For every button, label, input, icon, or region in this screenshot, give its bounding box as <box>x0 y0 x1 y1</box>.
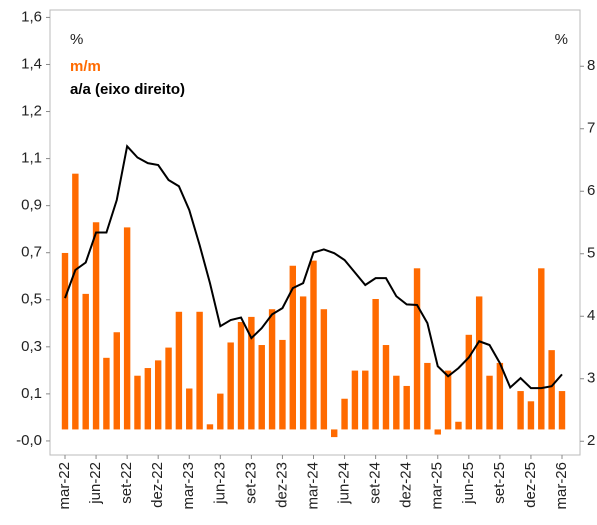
bar <box>103 357 110 430</box>
line <box>64 144 563 390</box>
bar <box>123 227 131 430</box>
bar <box>548 350 555 430</box>
bar <box>465 334 473 430</box>
bar <box>424 362 431 430</box>
x-tick-label: set-22 <box>118 462 135 504</box>
bar <box>92 222 100 430</box>
bar <box>237 322 245 430</box>
y-tick-label: 1,4 <box>21 55 42 72</box>
bar <box>455 421 462 430</box>
bar <box>144 368 152 430</box>
y-tick-label: 1,1 <box>21 150 42 167</box>
y2-tick-label: 7 <box>587 120 595 137</box>
bar <box>227 342 234 430</box>
bar <box>558 391 566 430</box>
bar <box>320 309 328 430</box>
bar <box>517 391 524 430</box>
bar <box>496 362 504 430</box>
x-tick-label: mar-22 <box>56 462 73 510</box>
y2-tick-label: 8 <box>587 57 595 74</box>
bar <box>382 345 390 430</box>
bar <box>310 260 317 430</box>
bar <box>341 398 348 430</box>
x-tick-label: dez-24 <box>398 462 415 508</box>
bar <box>134 375 141 430</box>
bar <box>527 401 535 430</box>
bar <box>82 293 89 430</box>
x-tick-label: mar-24 <box>304 462 321 510</box>
y-tick-label: 0,3 <box>21 338 42 355</box>
y2-tick-label: 3 <box>587 370 595 387</box>
x-tick-label: jun-23 <box>211 462 228 505</box>
y2-tick-label: 6 <box>587 182 595 199</box>
bar <box>154 360 162 430</box>
bar <box>372 298 379 430</box>
bar <box>393 375 400 430</box>
bar <box>362 370 369 430</box>
y-axis-unit: % <box>70 31 83 48</box>
bar <box>299 296 307 430</box>
y2-axis-unit: % <box>555 31 568 48</box>
bar <box>206 424 214 430</box>
bar <box>61 252 69 430</box>
bar <box>113 332 120 430</box>
bar <box>268 309 276 430</box>
bar <box>413 268 421 430</box>
x-tick-label: dez-25 <box>522 462 539 508</box>
x-tick-label: set-23 <box>242 462 259 504</box>
bar <box>351 370 359 430</box>
x-tick-label: set-24 <box>367 462 384 504</box>
bar <box>444 370 452 430</box>
x-tick-label: jun-24 <box>336 462 353 505</box>
y-tick-label: 1,6 <box>21 8 42 25</box>
y-tick-label: 0,7 <box>21 244 42 261</box>
y-tick-label: 1,2 <box>21 103 42 120</box>
y-tick-label: 0,9 <box>21 197 42 214</box>
bar <box>248 316 255 430</box>
x-tick-label: dez-23 <box>273 462 290 508</box>
bar <box>475 296 483 430</box>
bar <box>186 388 193 430</box>
x-tick-label: set-25 <box>491 462 508 504</box>
bar <box>279 339 286 430</box>
bar <box>175 311 183 430</box>
y-tick-label: -0,0 <box>16 432 42 449</box>
bar <box>434 429 441 435</box>
y2-tick-label: 4 <box>587 307 595 324</box>
bar <box>217 393 224 430</box>
legend-label: m/m <box>70 58 101 75</box>
x-tick-label: mar-23 <box>180 462 197 510</box>
x-tick-label: mar-26 <box>553 462 570 510</box>
x-tick-label: jun-22 <box>87 462 104 505</box>
legend-label: a/a (eixo direito) <box>70 81 185 98</box>
y2-tick-label: 5 <box>587 245 595 262</box>
y2-tick-label: 2 <box>587 432 595 449</box>
y-tick-label: 0,5 <box>21 291 42 308</box>
bar <box>165 347 172 430</box>
bar <box>196 311 203 430</box>
x-tick-label: jun-25 <box>460 462 477 505</box>
bar <box>486 375 493 430</box>
bar <box>72 173 79 430</box>
x-tick-label: mar-25 <box>429 462 446 510</box>
bar <box>258 345 265 430</box>
bar <box>538 268 545 430</box>
bar <box>289 265 297 430</box>
x-tick-label: dez-22 <box>149 462 166 508</box>
bar <box>403 385 410 430</box>
bar <box>330 429 338 438</box>
y-tick-label: 0,1 <box>21 385 42 402</box>
